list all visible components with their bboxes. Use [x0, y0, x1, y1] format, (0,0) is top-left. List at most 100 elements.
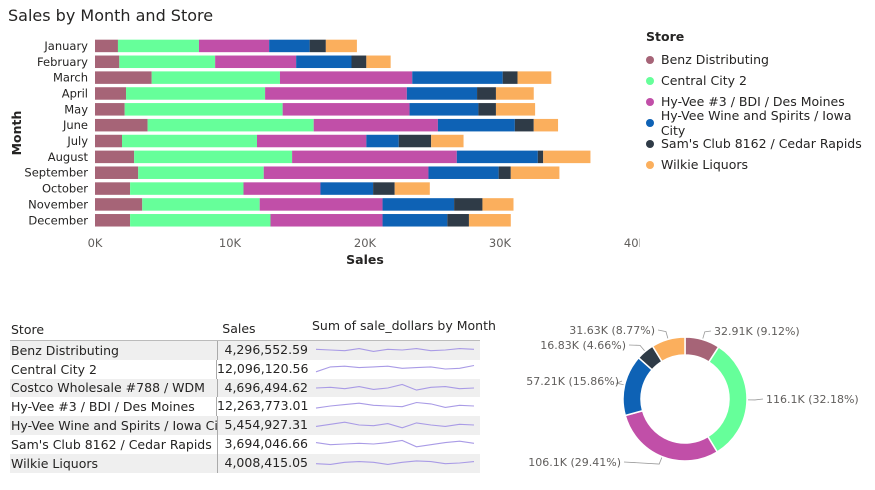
bar-segment[interactable]: [142, 198, 260, 211]
legend-item[interactable]: Central City 2: [646, 70, 875, 91]
x-tick-label: 0K: [88, 236, 103, 250]
bar-segment[interactable]: [454, 198, 483, 211]
bar-segment[interactable]: [398, 134, 432, 148]
bar-segment[interactable]: [533, 118, 559, 132]
sparkline: [315, 364, 475, 373]
bar-segment[interactable]: [263, 166, 429, 179]
legend-item[interactable]: Hy-Vee #3 / BDI / Des Moines: [646, 91, 875, 112]
col-header-store[interactable]: Store: [11, 321, 45, 337]
bar-segment[interactable]: [95, 166, 139, 179]
bar-segment[interactable]: [296, 55, 352, 69]
table-row[interactable]: Hy-Vee Wine and Spirits / Iowa City 5,454…: [10, 416, 480, 435]
table-row[interactable]: Sam's Club 8162 / Cedar Rapids 3,694,046.…: [10, 434, 480, 454]
bar-segment[interactable]: [320, 182, 374, 195]
bar-segment[interactable]: [514, 118, 534, 132]
bar-segment[interactable]: [134, 150, 293, 164]
bar-segment[interactable]: [495, 87, 534, 100]
bar-segment[interactable]: [456, 150, 538, 164]
bar-segment[interactable]: [138, 166, 264, 179]
bar-segment[interactable]: [477, 87, 496, 100]
bar-segment[interactable]: [119, 55, 216, 69]
bar-segment[interactable]: [495, 103, 536, 116]
month-label: December: [28, 213, 88, 227]
bar-segment[interactable]: [325, 39, 357, 53]
bar-segment[interactable]: [482, 198, 514, 211]
bar-segment[interactable]: [478, 103, 496, 116]
bar-segment[interactable]: [95, 55, 120, 69]
bar-segment[interactable]: [382, 198, 455, 211]
bar-segment[interactable]: [147, 118, 314, 132]
legend-item[interactable]: Benz Distributing: [646, 49, 875, 70]
bar-segment[interactable]: [309, 39, 326, 53]
bar-segment[interactable]: [517, 71, 552, 84]
bar-segment[interactable]: [130, 182, 244, 195]
bar-segment[interactable]: [269, 39, 310, 53]
bar-segment[interactable]: [198, 39, 270, 53]
bar-segment[interactable]: [124, 103, 283, 116]
bar-segment[interactable]: [351, 55, 367, 69]
bar-segment[interactable]: [366, 134, 399, 148]
legend-item[interactable]: Wilkie Liquors: [646, 154, 875, 175]
bar-segment[interactable]: [130, 214, 271, 227]
bar-segment[interactable]: [279, 71, 413, 84]
bar-segment[interactable]: [243, 182, 321, 195]
legend-item[interactable]: Sam's Club 8162 / Cedar Rapids: [646, 133, 875, 154]
legend-swatch: [646, 97, 654, 106]
bar-segment[interactable]: [95, 103, 125, 116]
bar-segment[interactable]: [428, 166, 499, 179]
legend-item[interactable]: Hy-Vee Wine and Spirits / Iowa City: [646, 108, 875, 138]
month-label: July: [66, 134, 88, 148]
col-header-sparkline[interactable]: Sum of sale_dollars by Month: [312, 318, 496, 333]
sales-table: Store Sales Sum of sale_dollars by Month…: [10, 318, 496, 473]
bar-segment[interactable]: [126, 87, 266, 100]
bar-segment[interactable]: [151, 71, 280, 84]
bar-segment[interactable]: [95, 198, 143, 211]
bar-segment[interactable]: [537, 150, 544, 164]
bar-segment[interactable]: [510, 166, 560, 179]
bar-segment[interactable]: [95, 134, 122, 148]
bar-segment[interactable]: [95, 39, 118, 53]
bar-segment[interactable]: [498, 166, 511, 179]
donut-leader-line: [615, 380, 624, 386]
bar-segment[interactable]: [406, 87, 478, 100]
bar-segment[interactable]: [95, 214, 131, 227]
bar-segment[interactable]: [95, 71, 152, 84]
bar-segment[interactable]: [382, 214, 448, 227]
bar-segment[interactable]: [412, 71, 503, 84]
donut-slice[interactable]: [706, 345, 748, 454]
table-row[interactable]: Costco Wholesale #788 / WDM 4,696,494.62: [10, 378, 480, 398]
bar-segment[interactable]: [95, 118, 148, 132]
table-row[interactable]: Wilkie Liquors 4,008,415.05: [10, 453, 480, 473]
bar-segment[interactable]: [95, 150, 135, 164]
sales-cell: 4,296,552.59: [216, 341, 312, 360]
bar-segment[interactable]: [257, 134, 367, 148]
bar-segment[interactable]: [270, 214, 383, 227]
bar-segment[interactable]: [117, 39, 199, 53]
bar-segment[interactable]: [373, 182, 395, 195]
bar-segment[interactable]: [265, 87, 407, 100]
bar-segment[interactable]: [259, 198, 383, 211]
bar-segment[interactable]: [543, 150, 591, 164]
donut-slice[interactable]: [651, 336, 686, 363]
bar-segment[interactable]: [282, 103, 410, 116]
bar-segment[interactable]: [394, 182, 430, 195]
legend-label: Hy-Vee Wine and Spirits / Iowa City: [660, 107, 852, 138]
bar-segment[interactable]: [502, 71, 518, 84]
bar-segment[interactable]: [95, 182, 131, 195]
bar-segment[interactable]: [292, 150, 457, 164]
bar-segment[interactable]: [95, 87, 127, 100]
table-row[interactable]: Central City 2 12,096,120.56: [10, 359, 480, 379]
bar-segment[interactable]: [431, 134, 464, 148]
bar-segment[interactable]: [437, 118, 515, 132]
donut-slice[interactable]: [624, 409, 719, 462]
bar-segment[interactable]: [409, 103, 479, 116]
bar-segment[interactable]: [366, 55, 391, 69]
bar-segment[interactable]: [468, 214, 511, 227]
table-row[interactable]: Hy-Vee #3 / BDI / Des Moines 12,263,773.0…: [10, 397, 480, 417]
bar-segment[interactable]: [122, 134, 257, 148]
bar-segment[interactable]: [447, 214, 469, 227]
bar-segment[interactable]: [313, 118, 438, 132]
table-row[interactable]: Benz Distributing 4,296,552.59: [10, 341, 480, 360]
bar-segment[interactable]: [215, 55, 297, 69]
col-header-sales[interactable]: Sales: [222, 321, 256, 336]
